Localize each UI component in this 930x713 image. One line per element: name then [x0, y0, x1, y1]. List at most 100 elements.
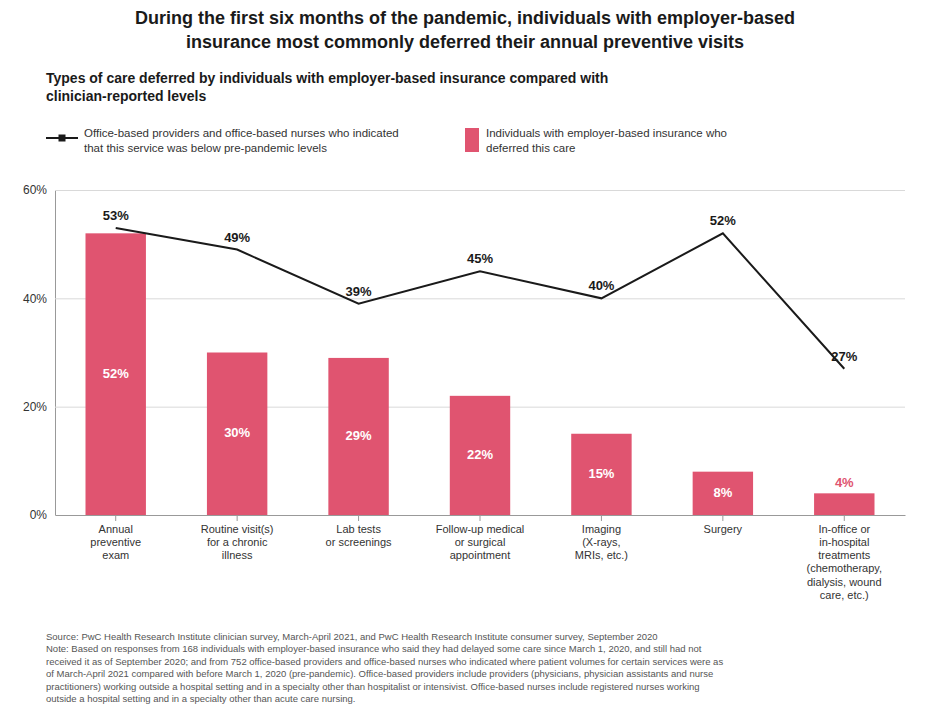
text-line: During the first six months of the pande…: [135, 8, 795, 28]
line-label: 40%: [588, 278, 614, 293]
text-line: In-office or: [818, 523, 870, 535]
legend-marker: [59, 135, 66, 142]
text-line: MRIs, etc.): [575, 549, 628, 561]
line-label: 52%: [710, 213, 736, 228]
text-line: Lab tests: [336, 523, 381, 535]
bar: [207, 353, 267, 516]
text-line: for a chronic: [207, 536, 268, 548]
text-line: (chemotherapy,: [806, 562, 882, 574]
plot: 0% 20% 40% 60% 52% 30% 29% 22% 15% 8% 4% 53% 49% 39% 4…: [23, 183, 906, 600]
text-line: Annual: [99, 523, 133, 535]
tick-mark: [601, 515, 602, 521]
x-axis: Annualpreventiveexam Routine visit(s)for …: [56, 515, 906, 601]
grid-line: [55, 298, 905, 299]
text-line: exam: [102, 549, 129, 561]
bar-label: 52%: [103, 366, 129, 381]
text-line: Source: PwC Health Research Institute cl…: [46, 631, 658, 642]
line-label: 39%: [346, 284, 372, 299]
x-tick-label: Annualpreventiveexam: [90, 523, 141, 561]
text-line: Individuals with employer-based insuranc…: [486, 127, 727, 139]
bar: [86, 233, 146, 515]
legend-item: Office-based providers and office-based …: [46, 127, 399, 153]
x-tick-label: Imaging(X-rays,MRIs, etc.): [575, 523, 628, 561]
x-tick-label: Follow-up medicalor surgicalappointment: [436, 523, 525, 561]
legend: Office-based providers and office-based …: [46, 127, 727, 153]
x-tick: In-office orin-hospitaltreatments(chemot…: [806, 515, 882, 601]
x-tick: Follow-up medicalor surgicalappointment: [436, 515, 525, 561]
y-tick-label: 0%: [30, 508, 48, 522]
tick-mark: [237, 515, 238, 521]
text-line: or screenings: [326, 536, 393, 548]
text-line: in-hospital: [819, 536, 869, 548]
text-line: insurance most commonly deferred their a…: [186, 32, 744, 52]
text-line: treatments: [818, 549, 870, 561]
y-tick: 60%: [23, 183, 905, 197]
bar: [328, 358, 388, 515]
tick-mark: [115, 515, 116, 521]
x-tick-label: Routine visit(s)for a chronicillness: [201, 523, 274, 561]
tick-mark: [844, 515, 845, 521]
y-tick: 40%: [23, 292, 905, 306]
text-line: deferred this care: [486, 142, 576, 154]
title: During the first six months of the pande…: [135, 8, 795, 51]
text-line: Office-based providers and office-based …: [84, 127, 399, 139]
text-line: (X-rays,: [582, 536, 621, 548]
line-label: 27%: [831, 349, 857, 364]
text-line: care, etc.): [820, 589, 869, 601]
tick-mark: [480, 515, 481, 521]
text-line: Types of care deferred by individuals wi…: [46, 70, 608, 86]
bar-label: 29%: [346, 428, 372, 443]
x-tick: Annualpreventiveexam: [90, 515, 141, 561]
bar-label: 22%: [467, 447, 493, 462]
text-line: received it as of September 2020; and fr…: [46, 656, 723, 667]
text-line: that this service was below pre-pandemic…: [84, 142, 327, 154]
line-label: 53%: [103, 208, 129, 223]
line: [116, 228, 845, 369]
subtitle: Types of care deferred by individuals wi…: [46, 70, 608, 104]
x-tick: Routine visit(s)for a chronicillness: [201, 515, 274, 561]
legend-label: Office-based providers and office-based …: [84, 127, 399, 153]
text-line: Imaging: [582, 523, 621, 535]
text-line: Follow-up medical: [436, 523, 525, 535]
bar-label: 4%: [835, 475, 854, 490]
text-line: clinician-reported levels: [46, 88, 206, 104]
x-tick: Imaging(X-rays,MRIs, etc.): [575, 515, 628, 561]
text-line: or surgical: [455, 536, 506, 548]
y-axis: 0% 20% 40% 60%: [23, 183, 905, 522]
legend-swatch: [465, 128, 479, 152]
bar-label: 8%: [713, 485, 732, 500]
y-tick-label: 20%: [23, 400, 47, 414]
x-tick: Lab testsor screenings: [326, 515, 393, 548]
x-tick-label: In-office orin-hospitaltreatments(chemot…: [806, 523, 882, 601]
chart: During the first six months of the pande…: [0, 0, 930, 713]
legend-item: Individuals with employer-based insuranc…: [465, 127, 727, 153]
x-tick-label: Surgery: [704, 523, 743, 535]
text-line: illness: [222, 549, 253, 561]
bar-label: 30%: [224, 425, 250, 440]
text-line: appointment: [450, 549, 511, 561]
text-line: practitioners) working outside a hospita…: [46, 681, 700, 692]
legend-label: Individuals with employer-based insuranc…: [486, 127, 727, 153]
tick-mark: [358, 515, 359, 521]
source-note: Source: PwC Health Research Institute cl…: [46, 631, 723, 705]
line-label: 49%: [224, 230, 250, 245]
bar-label: 15%: [588, 466, 614, 481]
line-label: 45%: [467, 251, 493, 266]
text-line: preventive: [90, 536, 141, 548]
text-line: Surgery: [704, 523, 743, 535]
y-tick-label: 40%: [23, 292, 47, 306]
bar: [450, 396, 510, 515]
text-line: of March-April 2021 compared with before…: [46, 668, 713, 679]
y-axis-line: [56, 191, 906, 516]
bar: [693, 472, 753, 515]
bar: [814, 493, 874, 515]
text-line: Routine visit(s): [201, 523, 274, 535]
marks: [86, 228, 875, 515]
text-line: dialysis, wound: [807, 576, 882, 588]
x-tick-label: Lab testsor screenings: [326, 523, 393, 548]
x-tick: Surgery: [704, 515, 743, 535]
bar: [571, 434, 631, 515]
tick-mark: [722, 515, 723, 521]
text-line: outside a hospital setting and in a spec…: [46, 693, 355, 704]
text-line: Note: Based on responses from 168 indivi…: [46, 643, 702, 654]
